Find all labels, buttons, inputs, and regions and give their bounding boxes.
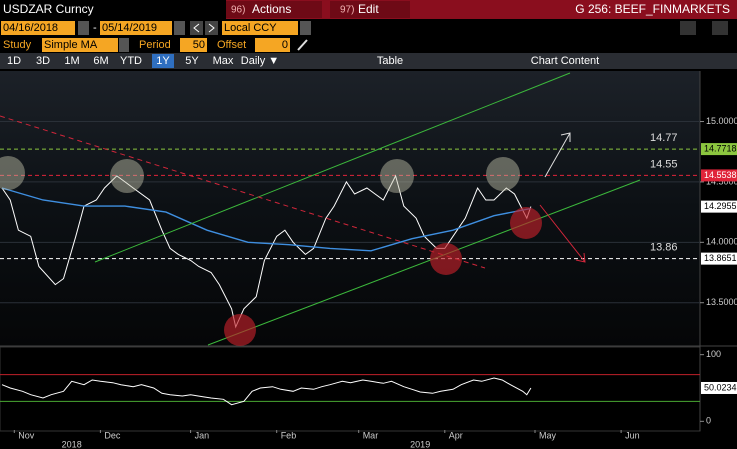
- ticker: USDZAR Curncy: [3, 2, 94, 16]
- start-date[interactable]: 04/16/2018: [3, 22, 58, 34]
- x-tick-label: Nov: [18, 430, 35, 440]
- up-arrow: [544, 132, 571, 178]
- y-tick-label: 0: [706, 416, 711, 426]
- level-annotation: 14.77: [650, 132, 678, 144]
- edit-key: 97): [340, 5, 354, 16]
- downtrend-line: [0, 115, 486, 269]
- toolbar-button[interactable]: 1M: [64, 55, 79, 67]
- series-line: [1, 187, 532, 252]
- y-tick-label: 15.0000: [706, 116, 737, 126]
- support-circle: [430, 243, 462, 275]
- last-value-box: [701, 381, 737, 394]
- level-annotation: 14.55: [650, 158, 678, 170]
- prev-icon: [193, 23, 200, 33]
- next-icon: [208, 23, 215, 33]
- study-label: Study: [3, 39, 32, 51]
- resistance-circle: [486, 157, 520, 191]
- currency-dropdown[interactable]: [300, 21, 311, 35]
- study-dropdown[interactable]: [119, 38, 129, 52]
- prev-button[interactable]: [190, 21, 203, 35]
- x-tick-label: Dec: [104, 430, 121, 440]
- series-line: [1, 377, 532, 406]
- toolbar-button[interactable]: 3D: [36, 55, 50, 67]
- y-tick-label: 14.0000: [706, 237, 737, 247]
- toolbar-button[interactable]: 1D: [7, 55, 21, 67]
- redo-button[interactable]: [712, 21, 728, 35]
- channel-upper: [94, 72, 571, 263]
- pencil-icon[interactable]: [297, 39, 308, 51]
- offset-field[interactable]: [255, 38, 290, 52]
- y-tick-label: 100: [706, 349, 721, 359]
- x-tick-label: Mar: [363, 430, 379, 440]
- down-arrow: [539, 204, 586, 263]
- level-value: 14.5538: [704, 170, 737, 180]
- support-circle: [224, 314, 256, 346]
- toolbar-button[interactable]: Table: [377, 55, 403, 67]
- calendar-button[interactable]: [174, 21, 185, 35]
- toolbar-button[interactable]: 1Y: [156, 55, 170, 67]
- level-value: 14.7718: [704, 143, 737, 153]
- y-tick-label: 13.5000: [706, 297, 737, 307]
- study[interactable]: Simple MA: [44, 39, 98, 51]
- price-panel: [0, 71, 700, 346]
- period-label: Period: [139, 39, 171, 51]
- support-circle: [510, 207, 542, 239]
- start-date-field[interactable]: [1, 21, 75, 35]
- level-box: [701, 252, 737, 265]
- level-box: [701, 169, 737, 182]
- last-value: 50.0234: [704, 382, 737, 392]
- period[interactable]: 50: [193, 39, 205, 51]
- toolbar-button[interactable]: 5Y: [185, 55, 199, 67]
- last-value-box: [701, 200, 737, 213]
- year-label: 2019: [410, 439, 430, 449]
- toolbar: [0, 53, 737, 69]
- level-box: [701, 143, 737, 156]
- last-value: 14.2955: [704, 201, 737, 211]
- rsi-panel: [0, 346, 701, 432]
- resistance-circle: [110, 159, 144, 193]
- offset-label: Offset: [217, 39, 246, 51]
- toolbar-button[interactable]: 6M: [93, 55, 108, 67]
- actions-key: 96): [231, 5, 245, 16]
- toolbar-button[interactable]: Daily ▼: [241, 55, 279, 67]
- x-tick-label: Apr: [449, 430, 463, 440]
- toolbar-button[interactable]: Chart Content: [531, 55, 599, 67]
- resistance-circle: [0, 156, 25, 190]
- toolbar-button[interactable]: YTD: [120, 55, 142, 67]
- study-field[interactable]: [42, 38, 118, 52]
- actions-label[interactable]: Actions: [252, 2, 291, 16]
- actions-button[interactable]: [226, 1, 322, 18]
- period-field[interactable]: [180, 38, 207, 52]
- edit-label[interactable]: Edit: [358, 2, 379, 16]
- toolbar-items: 1D 3D 1M 6M YTD 1Y 5Y Max Daily ▼ Table Chart Cont…: [7, 54, 599, 68]
- end-date[interactable]: 05/14/2019: [102, 22, 157, 34]
- toolbar-active[interactable]: [152, 54, 174, 68]
- date-separator: -: [93, 22, 97, 34]
- resistance-circle: [380, 159, 414, 193]
- undo-button[interactable]: [680, 21, 696, 35]
- level-value: 13.8651: [704, 253, 737, 263]
- offset[interactable]: 0: [282, 39, 288, 51]
- toolbar-button[interactable]: Max: [213, 55, 234, 67]
- level-annotation: 13.86: [650, 242, 678, 254]
- currency-field[interactable]: [222, 21, 298, 35]
- next-button[interactable]: [205, 21, 218, 35]
- x-tick-label: Feb: [281, 430, 297, 440]
- currency[interactable]: Local CCY: [224, 22, 277, 34]
- x-tick-label: Jan: [195, 430, 210, 440]
- channel-lower: [207, 179, 641, 346]
- year-label: 2018: [62, 439, 82, 449]
- end-date-field[interactable]: [100, 21, 172, 35]
- x-tick-label: May: [539, 430, 557, 440]
- x-tick-label: Jun: [625, 430, 640, 440]
- calendar-button[interactable]: [78, 21, 89, 35]
- page-title: G 256: BEEF_FINMARKETS: [575, 2, 730, 16]
- annotations: [0, 72, 641, 346]
- edit-button[interactable]: [330, 1, 410, 18]
